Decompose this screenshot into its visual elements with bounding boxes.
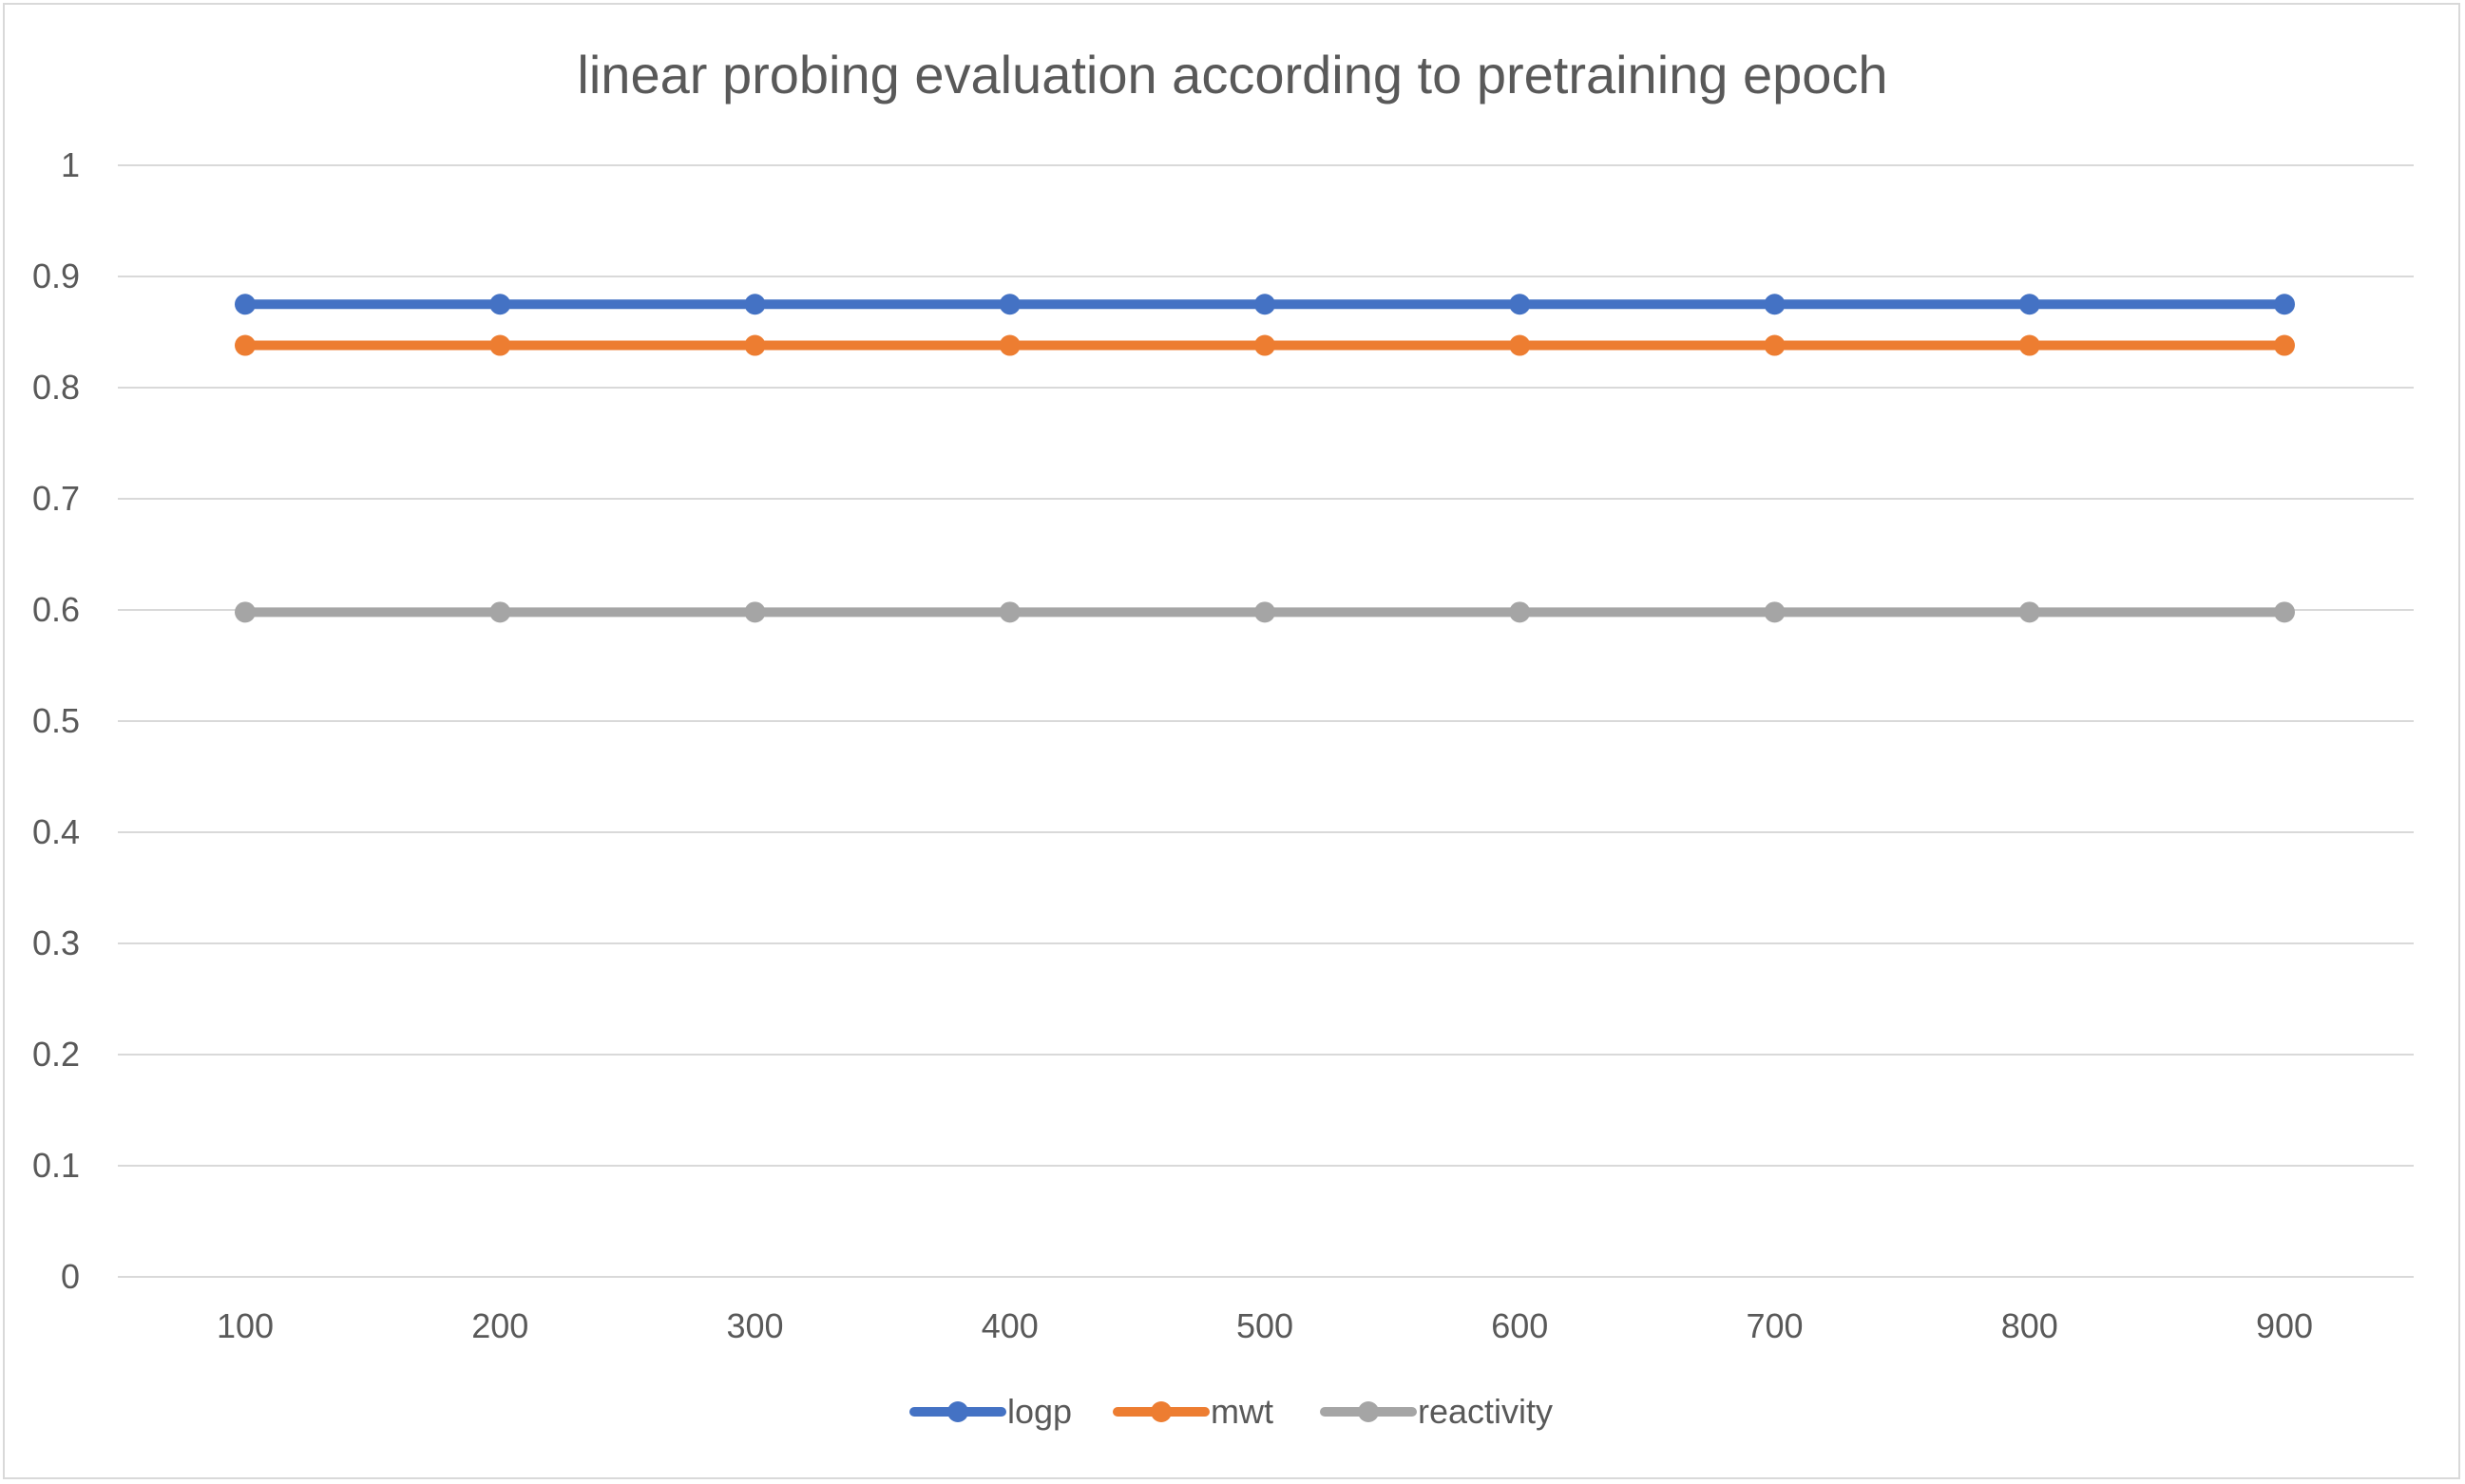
series-mwt: [235, 334, 2295, 356]
data-point-mwt: [744, 334, 766, 356]
data-point-logp: [235, 294, 256, 315]
data-point-reactivity: [744, 601, 766, 623]
y-tick-label: 0.3: [32, 923, 80, 962]
data-point-mwt: [489, 334, 511, 356]
data-point-logp: [1764, 294, 1786, 315]
y-tick-label: 0.2: [32, 1035, 80, 1074]
x-tick-label: 100: [217, 1306, 274, 1345]
legend-label: mwt: [1211, 1392, 1273, 1431]
data-point-logp: [1509, 294, 1531, 315]
legend-swatch-marker: [1151, 1401, 1172, 1422]
data-point-reactivity: [1509, 601, 1531, 623]
data-point-mwt: [2274, 334, 2295, 356]
legend-label: reactivity: [1418, 1392, 1553, 1431]
y-tick-label: 0.4: [32, 812, 80, 851]
data-point-reactivity: [2018, 601, 2040, 623]
data-point-reactivity: [1764, 601, 1786, 623]
x-tick-label: 900: [2256, 1306, 2313, 1345]
y-tick-label: 1: [61, 145, 80, 184]
data-point-logp: [2018, 294, 2040, 315]
legend: logp mwt reactivity: [909, 1392, 1553, 1431]
data-point-logp: [744, 294, 766, 315]
y-tick-label: 0.8: [32, 368, 80, 407]
data-point-reactivity: [2274, 601, 2295, 623]
x-tick-label: 600: [1491, 1306, 1548, 1345]
data-point-mwt: [999, 334, 1021, 356]
data-point-mwt: [2018, 334, 2040, 356]
legend-item-reactivity: reactivity: [1320, 1392, 1553, 1431]
data-point-logp: [2274, 294, 2295, 315]
x-tick-label: 800: [2001, 1306, 2058, 1345]
x-tick-label: 300: [726, 1306, 783, 1345]
data-point-mwt: [1764, 334, 1786, 356]
legend-swatch-marker: [1358, 1401, 1379, 1422]
chart-title: linear probing evaluation according to p…: [577, 45, 1887, 105]
x-axis-tick-labels: 100 200 300 400 500 600 700 800 900: [217, 1306, 2313, 1345]
y-axis-tick-labels: 0 0.1 0.2 0.3 0.4 0.5 0.6 0.7 0.8 0.9 1: [32, 145, 80, 1296]
legend-item-mwt: mwt: [1113, 1392, 1273, 1431]
legend-item-logp: logp: [909, 1392, 1072, 1431]
y-tick-label: 0.6: [32, 590, 80, 629]
y-tick-label: 0.5: [32, 701, 80, 740]
chart-frame: [3, 3, 2460, 1479]
data-point-mwt: [1254, 334, 1275, 356]
data-point-reactivity: [235, 601, 256, 623]
legend-swatch-marker: [947, 1401, 968, 1422]
data-point-mwt: [1509, 334, 1531, 356]
x-tick-label: 400: [982, 1306, 1039, 1345]
x-tick-label: 500: [1236, 1306, 1293, 1345]
y-tick-label: 0.1: [32, 1146, 80, 1185]
data-point-mwt: [235, 334, 256, 356]
data-point-logp: [999, 294, 1021, 315]
gridlines: [118, 164, 2414, 1278]
series-logp: [235, 294, 2295, 315]
y-tick-label: 0.7: [32, 479, 80, 518]
x-tick-label: 700: [1746, 1306, 1803, 1345]
series-reactivity: [235, 601, 2295, 623]
data-point-reactivity: [1254, 601, 1275, 623]
data-point-logp: [1254, 294, 1275, 315]
y-tick-label: 0.9: [32, 257, 80, 295]
data-point-reactivity: [999, 601, 1021, 623]
x-tick-label: 200: [471, 1306, 528, 1345]
y-tick-label: 0: [61, 1257, 80, 1296]
data-point-logp: [489, 294, 511, 315]
data-series: [235, 294, 2295, 623]
legend-label: logp: [1007, 1392, 1072, 1431]
data-point-reactivity: [489, 601, 511, 623]
